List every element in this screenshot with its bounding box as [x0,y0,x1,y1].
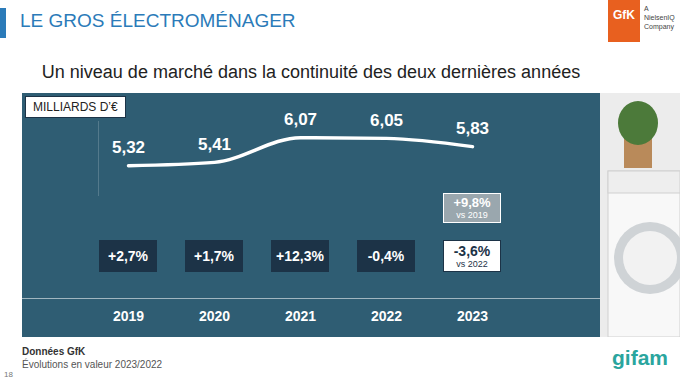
html-text:+2,7%: +2,7% [108,248,148,264]
svg-text:6,07: 6,07 [284,110,317,129]
html-text:Données GfK: Données GfK [22,346,86,357]
html-text:-3,6%: -3,6% [453,243,491,259]
html-text:Un niveau de marché dans la co: Un niveau de marché dans la continuité d… [41,62,581,82]
html-text:+1,7%: +1,7% [194,248,234,264]
html-text:-0,4%: -0,4% [367,248,405,264]
html-text:vs 2019: vs 2019 [456,210,488,220]
html-text:vs 2022: vs 2022 [456,259,488,269]
svg-text:5,32: 5,32 [112,138,145,157]
html-text:18: 18 [4,370,13,379]
html-text:+12,3%: +12,3% [276,248,324,264]
html-text:MILLIARDS D’€: MILLIARDS D’€ [33,100,118,114]
svg-text:2019: 2019 [113,308,144,324]
svg-text:6,05: 6,05 [370,111,403,130]
html-text:LE GROS ÉLECTROMÉNAGER: LE GROS ÉLECTROMÉNAGER [20,10,296,31]
svg-text:2020: 2020 [199,308,230,324]
html-text:gifam: gifam [612,346,668,369]
svg-text:2023: 2023 [457,308,488,324]
html-text:+9,8%: +9,8% [453,195,491,210]
svg-text:2022: 2022 [371,308,402,324]
html-text:A NielsenIQ Company: A NielsenIQ Company [644,5,675,30]
html-text:Évolutions en valeur 2023/2022: Évolutions en valeur 2023/2022 [22,359,163,370]
svg-text:5,83: 5,83 [456,119,489,138]
html-text:GfK: GfK [613,8,635,22]
svg-text:2021: 2021 [285,308,316,324]
svg-text:5,41: 5,41 [198,135,231,154]
